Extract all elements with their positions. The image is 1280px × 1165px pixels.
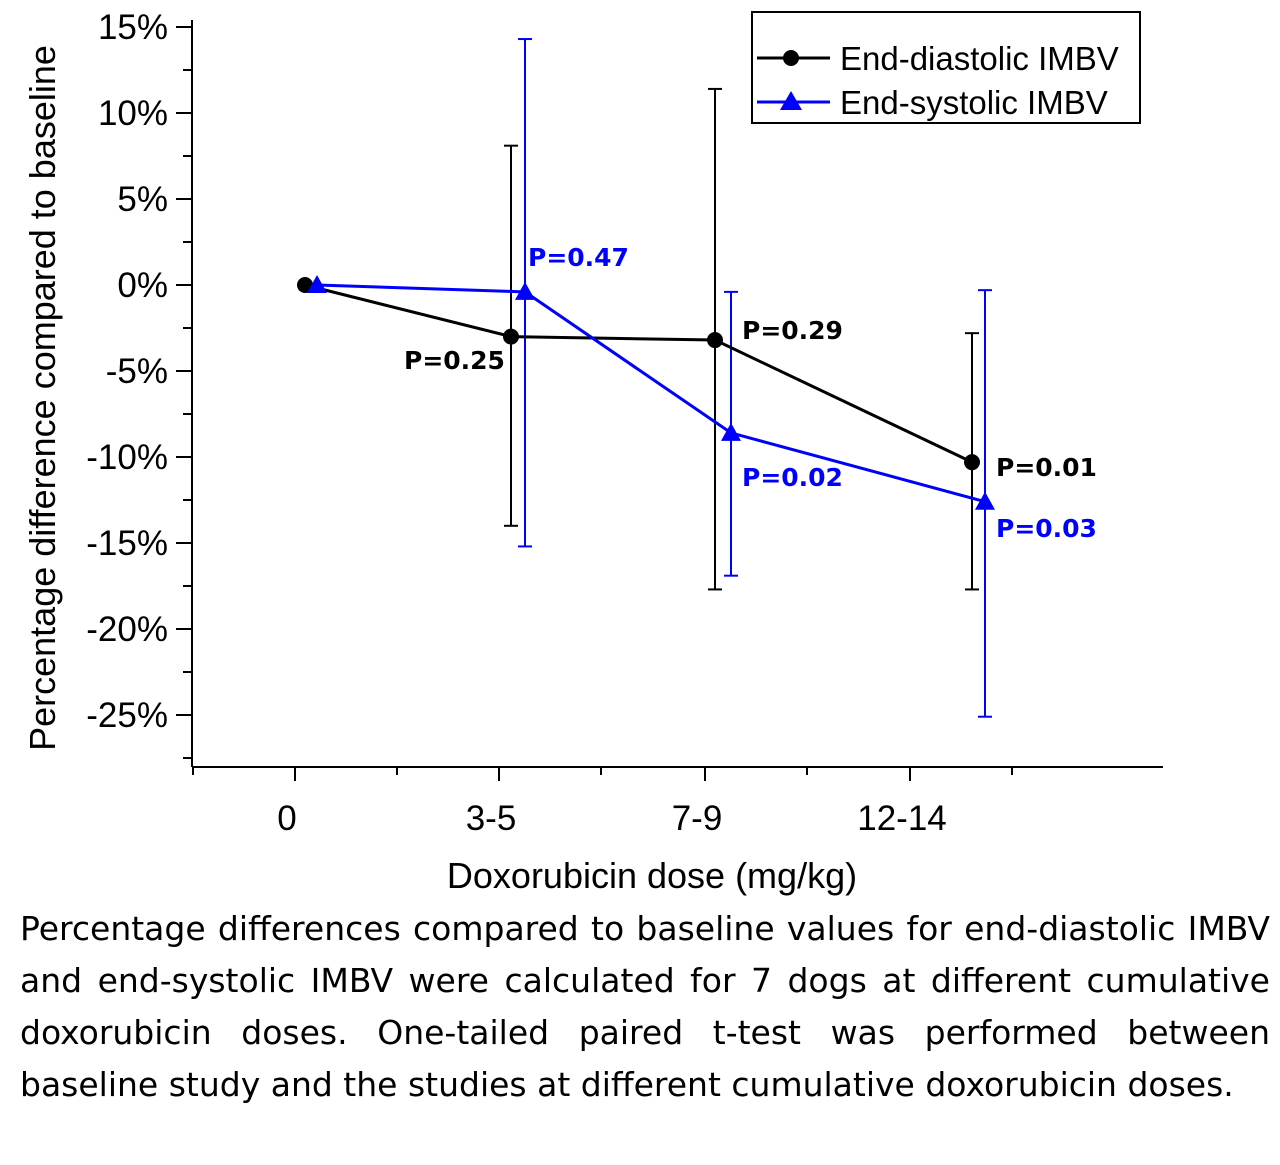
series-markers bbox=[297, 275, 995, 510]
figure-caption: Percentage differences compared to basel… bbox=[20, 909, 1270, 1104]
x-tick-label: 3-5 bbox=[466, 799, 517, 838]
series-lines bbox=[304, 283, 986, 504]
error-bars bbox=[504, 38, 992, 718]
y-tick-label: 5% bbox=[117, 180, 168, 219]
series-line-1 bbox=[316, 283, 986, 504]
y-tick-label: 0% bbox=[117, 266, 168, 305]
y-tick-label: 15% bbox=[98, 8, 168, 47]
legend-box bbox=[751, 11, 1141, 124]
x-axis-title: Doxorubicin dose (mg/kg) bbox=[447, 855, 857, 896]
data-point bbox=[721, 422, 741, 441]
legend-label: End-systolic IMBV bbox=[840, 84, 1108, 121]
data-point bbox=[964, 454, 980, 471]
x-tick-label: 12-14 bbox=[857, 799, 947, 838]
p-value-label: P=0.47 bbox=[528, 243, 629, 272]
legend-label: End-diastolic IMBV bbox=[840, 40, 1119, 77]
data-point bbox=[297, 277, 313, 293]
series-line-0 bbox=[304, 283, 973, 464]
y-tick-label: -5% bbox=[106, 352, 168, 391]
data-point bbox=[515, 281, 535, 300]
y-tick-label: -20% bbox=[86, 610, 168, 649]
chart: 15% 10% 5% 0% -5% -10% -15% -20% -25% 0 3-5 7-9 12-… bbox=[22, 8, 1163, 896]
p-value-label: P=0.29 bbox=[742, 316, 843, 345]
p-value-label: P=0.03 bbox=[996, 514, 1097, 543]
legend-marker bbox=[783, 50, 799, 66]
y-tick-label: 10% bbox=[98, 94, 168, 133]
x-tick-label: 7-9 bbox=[672, 799, 723, 838]
y-axis-title: Percentage difference compared to baseli… bbox=[22, 45, 63, 751]
y-tick-label: -15% bbox=[86, 524, 168, 563]
legend-marker bbox=[780, 91, 802, 110]
p-value-label: P=0.25 bbox=[404, 346, 505, 375]
p-value-label: P=0.01 bbox=[996, 453, 1097, 482]
y-tick-label: -25% bbox=[86, 696, 168, 735]
x-tick-label: 0 bbox=[277, 799, 296, 838]
p-value-labels: P=0.25 P=0.29 P=0.01 P=0.47 P=0.02 P=0.03 bbox=[404, 243, 1097, 543]
legend: End-diastolic IMBV End-systolic IMBV bbox=[751, 11, 1141, 124]
y-tick-label: -10% bbox=[86, 438, 168, 477]
data-point bbox=[975, 491, 995, 510]
p-value-label: P=0.02 bbox=[742, 463, 843, 492]
data-point bbox=[707, 332, 723, 349]
y-axis: 15% 10% 5% 0% -5% -10% -15% -20% -25% bbox=[86, 8, 193, 767]
data-point bbox=[503, 328, 519, 345]
data-point bbox=[307, 275, 327, 293]
x-axis: 0 3-5 7-9 12-14 bbox=[192, 766, 1163, 838]
